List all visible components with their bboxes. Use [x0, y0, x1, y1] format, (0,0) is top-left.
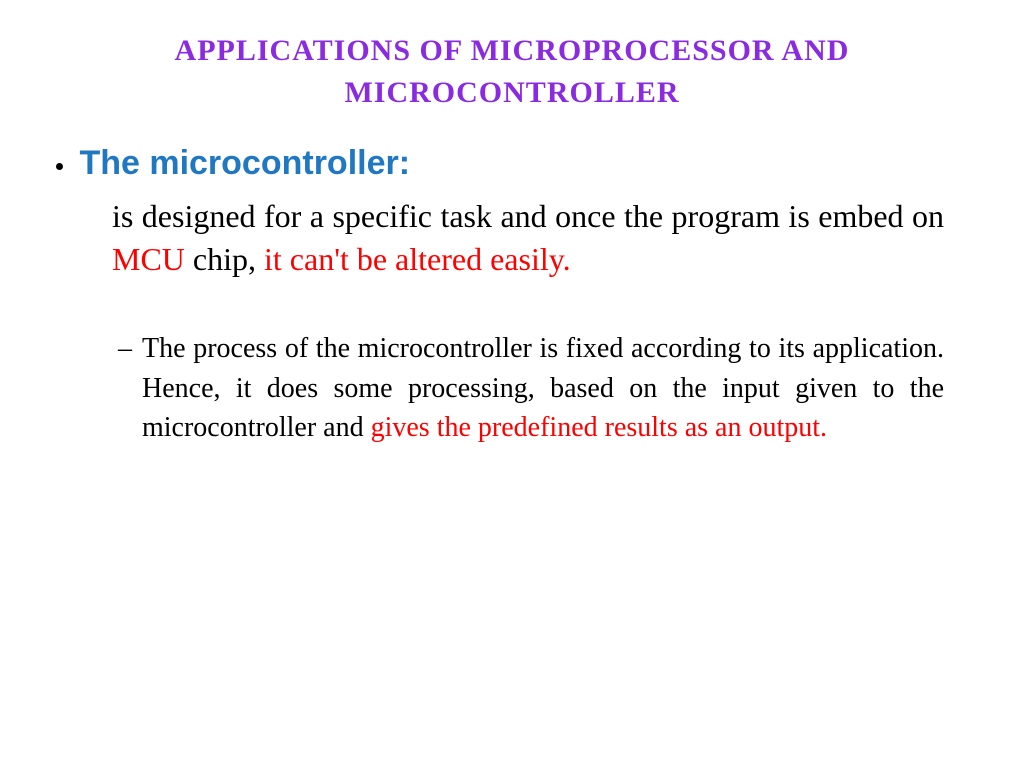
sub1-run-1: gives the predefined results as an outpu… — [371, 412, 827, 443]
paragraph-1: is designed for a specific task and once… — [112, 195, 944, 281]
para1-run-0: is designed for a specific task and once… — [112, 198, 952, 234]
slide-title: Applications of Microprocessor and Micro… — [50, 30, 974, 114]
slide-container: Applications of Microprocessor and Micro… — [0, 0, 1024, 768]
title-text: Applications of Microprocessor and Micro… — [175, 34, 858, 109]
bullet-icon — [56, 163, 63, 170]
dash-icon: – — [118, 329, 132, 368]
bullet-heading: The microcontroller: — [50, 144, 974, 183]
heading-label: The microcontroller: — [79, 144, 410, 182]
para1-run-2: chip, — [185, 241, 264, 277]
sub-bullet-1: – The process of the microcontroller is … — [142, 329, 944, 447]
para1-run-3: it can't be altered easily. — [264, 241, 571, 277]
para1-run-1: MCU — [112, 241, 185, 277]
